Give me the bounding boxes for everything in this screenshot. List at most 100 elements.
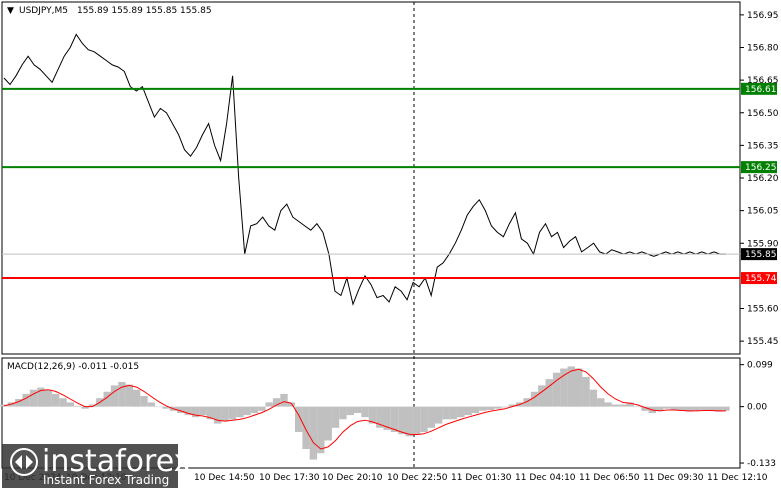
macd-histogram-bar bbox=[74, 405, 82, 407]
macd-histogram-bar bbox=[714, 406, 723, 412]
macd-histogram-bar bbox=[604, 402, 612, 407]
logo-arrows-icon bbox=[15, 455, 33, 469]
macd-y-tick-label: -0.133 bbox=[747, 459, 776, 469]
x-tick-label: 10 Dec 20:10 bbox=[322, 473, 383, 483]
macd-histogram-bar bbox=[538, 385, 546, 407]
x-tick-label: 11 Dec 04:10 bbox=[515, 473, 576, 483]
macd-histogram-bar bbox=[449, 406, 458, 420]
macd-histogram-bar bbox=[250, 406, 259, 413]
macd-histogram-bar bbox=[589, 389, 598, 407]
macd-histogram-bar bbox=[125, 384, 133, 407]
level-label: 156.25 bbox=[745, 163, 777, 173]
instaforex-logo: instaforex Instant Forex Trading bbox=[2, 444, 191, 488]
macd-y-tick-label: 0.099 bbox=[747, 361, 773, 371]
macd-histogram-bar bbox=[412, 406, 421, 435]
macd-histogram-bar bbox=[597, 398, 605, 407]
macd-histogram-bar bbox=[309, 406, 318, 460]
y-tick-label: 156.20 bbox=[747, 174, 779, 184]
macd-histogram-bar bbox=[37, 387, 45, 407]
price-y-axis: 156.95156.80156.65156.50156.35156.20156.… bbox=[740, 11, 779, 347]
logo-emblem-icon bbox=[10, 448, 38, 476]
macd-histogram-bar bbox=[177, 406, 185, 413]
macd-histogram-bar bbox=[346, 406, 354, 416]
y-tick-label: 156.05 bbox=[747, 207, 779, 217]
collapse-arrow-icon[interactable]: ▼ bbox=[7, 6, 14, 16]
macd-histogram-bar bbox=[66, 402, 74, 407]
level-price-tag bbox=[741, 82, 777, 95]
macd-histogram-bar bbox=[191, 406, 200, 418]
macd-histogram-bar bbox=[132, 389, 141, 407]
macd-histogram-bar bbox=[486, 406, 494, 410]
macd-histogram-bar bbox=[641, 406, 649, 411]
macd-histogram-bar bbox=[243, 406, 251, 416]
macd-histogram-bar bbox=[390, 406, 399, 432]
macd-histogram-bar bbox=[508, 404, 517, 407]
macd-histogram-bar bbox=[567, 366, 575, 407]
macd-histogram-bar bbox=[15, 399, 23, 407]
macd-histogram-bar bbox=[464, 406, 472, 416]
macd-histogram-bar bbox=[530, 391, 539, 407]
logo-brand: instaforex bbox=[42, 444, 191, 479]
macd-panel-frame bbox=[1, 357, 741, 469]
macd-histogram-bar bbox=[353, 406, 362, 413]
macd-histogram-bar bbox=[435, 406, 443, 424]
macd-histogram-bar bbox=[678, 406, 686, 411]
macd-histogram-bar bbox=[670, 406, 679, 410]
macd-histogram-bar bbox=[619, 404, 627, 407]
macd-histogram-bar bbox=[376, 406, 384, 428]
macd-histogram-bar bbox=[685, 406, 693, 412]
macd-histogram-bar bbox=[523, 398, 531, 407]
x-tick-label: 10 Dec 17:30 bbox=[259, 473, 320, 483]
macd-histogram-bar bbox=[552, 372, 561, 407]
macd-histogram-bar bbox=[493, 406, 502, 409]
macd-histogram-bar bbox=[582, 377, 590, 407]
symbol-label: USDJPY,M5 bbox=[19, 6, 68, 16]
y-tick-label: 156.65 bbox=[747, 76, 779, 86]
macd-histogram-bar bbox=[295, 406, 303, 432]
y-tick-label: 155.90 bbox=[747, 239, 779, 249]
macd-histogram-bar bbox=[199, 406, 207, 416]
macd-histogram-bar bbox=[317, 406, 325, 454]
macd-histogram-bar bbox=[560, 368, 568, 407]
macd-histogram-bar bbox=[265, 402, 273, 407]
macd-histogram-bar bbox=[118, 382, 126, 407]
macd-histogram-bar bbox=[110, 385, 119, 407]
macd-histogram-bar bbox=[427, 406, 435, 428]
macd-histogram-bar bbox=[280, 393, 288, 407]
macd-histogram-bar bbox=[383, 406, 391, 430]
macd-histogram-bar bbox=[545, 379, 553, 407]
macd-histogram-bar bbox=[44, 389, 52, 407]
macd-histogram-bar bbox=[81, 406, 89, 409]
macd-histogram-bar bbox=[368, 406, 377, 424]
y-tick-label: 156.35 bbox=[747, 141, 779, 151]
price-line bbox=[3, 33, 726, 306]
x-tick-label: 10 Dec 22:50 bbox=[387, 473, 448, 483]
y-tick-label: 155.45 bbox=[747, 337, 779, 347]
macd-histogram-bar bbox=[162, 406, 170, 409]
macd-histogram-bar bbox=[501, 406, 509, 408]
macd-histogram-bar bbox=[302, 406, 310, 449]
macd-histogram-bar bbox=[287, 402, 295, 407]
x-tick-label: 11 Dec 12:10 bbox=[707, 473, 768, 483]
x-tick-label: 11 Dec 09:30 bbox=[643, 473, 704, 483]
macd-histogram-bar bbox=[258, 406, 266, 411]
macd-histogram-bar bbox=[140, 396, 148, 407]
macd-histogram-bar bbox=[22, 393, 30, 407]
macd-histogram-bar bbox=[147, 402, 156, 407]
macd-histogram-bar bbox=[59, 398, 67, 407]
macd-histogram-bar bbox=[339, 406, 347, 420]
macd-histogram-bar bbox=[331, 406, 340, 428]
ohlc-label: 155.89 155.89 155.85 155.85 bbox=[77, 6, 212, 16]
macd-histogram-bar bbox=[206, 406, 214, 420]
macd-y-tick-label: 0.00 bbox=[747, 403, 767, 413]
macd-title: MACD(12,26,9) -0.011 -0.015 bbox=[7, 362, 139, 372]
y-tick-label: 155.60 bbox=[747, 305, 779, 315]
macd-histogram-bar bbox=[420, 406, 428, 432]
macd-histogram-bar bbox=[236, 406, 244, 418]
macd-histogram-bar bbox=[361, 406, 369, 418]
macd-histogram-bar bbox=[103, 391, 111, 407]
macd-histogram-bar bbox=[184, 406, 192, 416]
macd-histogram-bar bbox=[626, 402, 634, 407]
current-price-tag bbox=[741, 248, 777, 261]
